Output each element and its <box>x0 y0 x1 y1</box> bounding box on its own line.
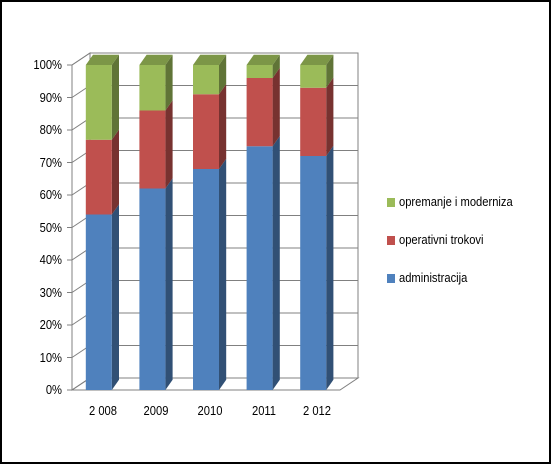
bar-top <box>85 54 119 65</box>
y-tick-label: 80% <box>39 122 62 137</box>
x-tick-label: 2 012 <box>303 403 332 418</box>
bar-side <box>111 54 119 140</box>
bar-side <box>219 84 227 169</box>
bar-side <box>165 178 173 390</box>
bar-top <box>193 54 227 65</box>
bar-side <box>272 136 280 390</box>
bar-segment <box>300 65 327 88</box>
bar-side <box>165 54 173 111</box>
bar-segment <box>246 65 273 78</box>
bar-segment <box>85 65 112 140</box>
bar-segment <box>85 214 112 390</box>
x-tick-label: 2011 <box>251 403 276 418</box>
bar-segment <box>246 146 273 390</box>
bar-segment <box>139 110 166 189</box>
y-tick-label: 30% <box>39 284 62 300</box>
bar-segment <box>193 65 219 95</box>
bar-side <box>326 145 334 390</box>
y-tick-label: 70% <box>39 154 62 170</box>
legend-label: administracija <box>399 270 468 285</box>
y-tick-label: 20% <box>39 317 62 332</box>
legend-swatch <box>387 274 395 283</box>
bar-segment <box>300 87 327 156</box>
bar-segment <box>300 156 327 390</box>
bar-segment <box>193 94 219 169</box>
y-tick-label: 40% <box>39 252 62 267</box>
gridline <box>71 52 358 66</box>
bar-side <box>219 158 227 390</box>
y-tick-label: 100% <box>33 57 62 72</box>
legend-swatch <box>387 198 395 207</box>
bar-side <box>111 204 119 390</box>
bar-segment <box>193 169 219 390</box>
bar-side <box>165 100 173 189</box>
bar-side <box>326 54 334 88</box>
y-tick-label: 60% <box>39 187 62 202</box>
bar-top <box>246 54 280 65</box>
bar-side <box>219 54 227 95</box>
bar-side <box>326 77 334 156</box>
bar-segment <box>139 188 166 390</box>
y-tick-label: 90% <box>39 89 62 105</box>
bar-side <box>272 54 280 78</box>
bar-top <box>300 54 334 65</box>
x-tick-label: 2 008 <box>88 403 117 418</box>
y-tick-label: 50% <box>39 219 62 235</box>
bar-segment <box>139 65 166 111</box>
bar-side <box>111 129 119 215</box>
x-tick-label: 2009 <box>143 403 169 418</box>
bar-side <box>272 67 280 147</box>
bar-top <box>139 54 173 65</box>
legend-label: opremanje i moderniza <box>399 194 513 209</box>
legend-label: operativni trokovi <box>399 232 484 247</box>
y-tick-label: 0% <box>45 382 62 397</box>
x-tick-label: 2010 <box>197 403 223 418</box>
bar-segment <box>246 78 273 147</box>
y-tick-label: 10% <box>39 349 62 365</box>
legend-swatch <box>387 236 395 245</box>
bar-segment <box>85 139 112 215</box>
